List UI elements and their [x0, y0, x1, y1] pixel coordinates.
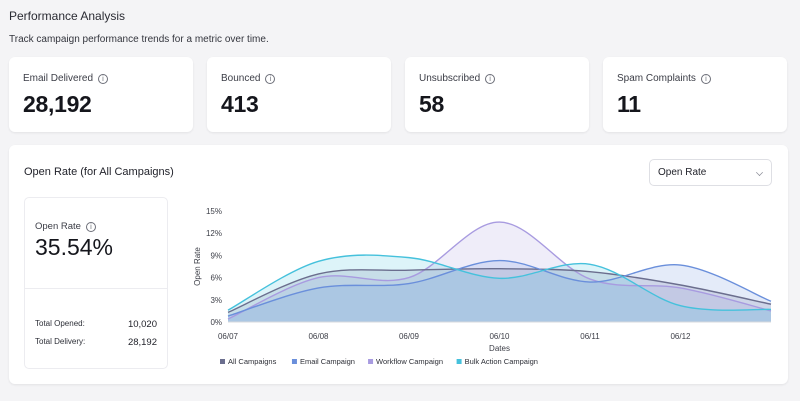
x-tick-label: 06/09	[399, 332, 420, 341]
series-area-1	[228, 260, 771, 322]
page-title: Performance Analysis	[9, 9, 126, 23]
total-delivery-row: Total Delivery: 28,192	[35, 337, 157, 348]
series-area-2	[228, 222, 771, 322]
series-area-0	[228, 268, 771, 322]
metric-select[interactable]: Open Rate	[649, 159, 772, 186]
y-tick-label: 9%	[210, 251, 222, 260]
legend-swatch	[368, 359, 374, 364]
page-subtitle: Track campaign performance trends for a …	[9, 34, 269, 45]
info-icon[interactable]: i	[98, 73, 109, 84]
total-opened-row: Total Opened: 10,020	[35, 319, 157, 330]
y-tick-label: 3%	[210, 296, 222, 305]
series-area-3	[228, 255, 771, 322]
stat-label: Unsubscribed	[419, 73, 481, 84]
summary-value: 35.54%	[35, 234, 114, 260]
y-tick-label: 12%	[206, 229, 222, 238]
open-rate-chart: 0% 3% 6% 9% 12% 15% Open Rate 06/07 06/08 06/09 06…	[193, 207, 772, 366]
stat-card-email-delivered: Email Delivered i 28,192	[9, 57, 193, 132]
stat-value: 28,192	[23, 91, 92, 117]
stat-card-unsubscribed: Unsubscribed i 58	[405, 57, 589, 132]
legend-label: Email Campaign	[300, 357, 355, 366]
info-icon[interactable]: i	[85, 221, 96, 232]
total-opened-label: Total Opened:	[35, 319, 85, 328]
info-icon[interactable]: i	[700, 73, 711, 84]
series-line-2	[227, 221, 772, 320]
total-delivery-value: 28,192	[127, 337, 157, 348]
summary-card: Open Rate i 35.54% Total Opened: 10,020 …	[24, 197, 168, 369]
info-icon[interactable]: i	[265, 73, 276, 84]
y-axis-label: Open Rate	[193, 247, 202, 286]
series-line-1	[227, 259, 772, 317]
x-axis-label: Dates	[489, 344, 510, 353]
stat-value: 58	[419, 91, 444, 117]
y-tick-label: 6%	[210, 274, 222, 283]
info-icon[interactable]: i	[485, 73, 496, 84]
stat-label-wrap: Spam Complaints i	[617, 73, 711, 84]
x-tick-label: 06/10	[489, 332, 510, 341]
stat-card-spam-complaints: Spam Complaints i 11	[603, 57, 787, 132]
stat-value: 413	[221, 91, 259, 117]
chart-panel: Open Rate (for All Campaigns) Open Rate …	[9, 145, 788, 384]
metric-select-value: Open Rate	[658, 167, 707, 178]
stat-label-wrap: Email Delivered i	[23, 73, 109, 84]
x-tick-label: 06/07	[218, 332, 239, 341]
y-tick-label: 0%	[210, 318, 222, 327]
series-line-0	[227, 267, 772, 314]
total-opened-value: 10,020	[127, 319, 157, 330]
legend-swatch	[456, 359, 462, 364]
stat-label: Bounced	[221, 73, 261, 84]
stat-label-wrap: Bounced i	[221, 73, 276, 84]
legend-label: Bulk Action Campaign	[465, 357, 538, 366]
legend-swatch	[291, 359, 297, 364]
summary-label-wrap: Open Rate i	[35, 221, 96, 232]
legend-swatch	[220, 359, 225, 364]
stat-card-bounced: Bounced i 413	[207, 57, 391, 132]
x-tick-label: 06/08	[308, 332, 329, 341]
x-tick-label: 06/11	[580, 332, 600, 341]
total-delivery-label: Total Delivery:	[35, 337, 86, 346]
stat-label: Email Delivered	[23, 73, 94, 84]
legend-label: All Campaigns	[228, 357, 277, 366]
divider	[25, 288, 167, 289]
chart-title: Open Rate (for All Campaigns)	[24, 166, 174, 178]
series-line-3	[227, 254, 772, 311]
stat-label: Spam Complaints	[617, 73, 696, 84]
x-tick-label: 06/12	[670, 332, 691, 341]
stat-value: 11	[617, 91, 641, 117]
summary-label: Open Rate	[35, 221, 81, 232]
stat-label-wrap: Unsubscribed i	[419, 73, 496, 84]
legend-label: Workflow Campaign	[376, 357, 443, 366]
y-tick-label: 15%	[206, 207, 222, 216]
